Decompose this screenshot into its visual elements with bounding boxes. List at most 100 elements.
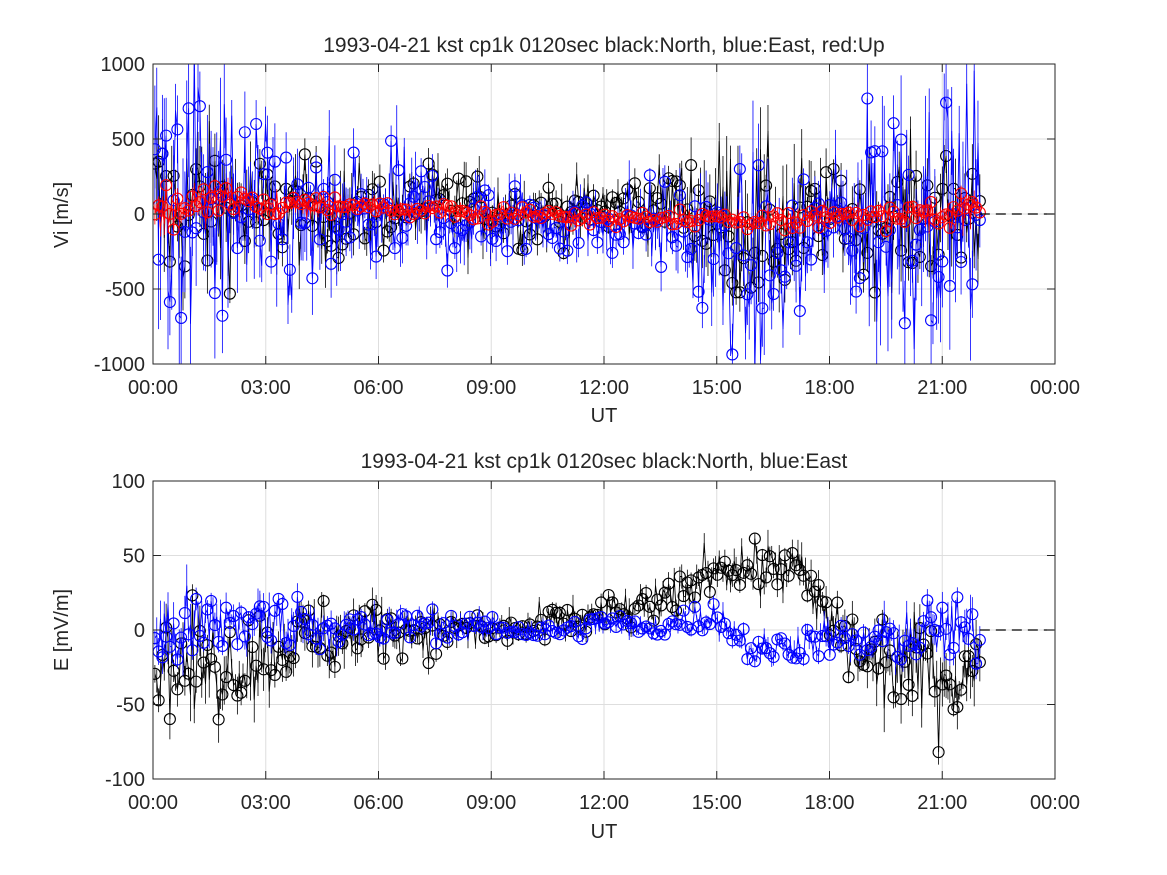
- velocity-data-point: [951, 204, 964, 217]
- efield-data-point: [951, 591, 964, 604]
- efield-data-point: [651, 593, 664, 606]
- efield-data-point: [658, 628, 671, 641]
- efield-data-point: [801, 589, 814, 602]
- velocity-y-tick-label: 1000: [101, 54, 146, 76]
- velocity-data-point: [520, 206, 533, 219]
- velocity-data-point: [171, 192, 184, 205]
- efield-data: [153, 529, 986, 765]
- efield-data-point: [872, 662, 885, 675]
- velocity-data-point: [460, 206, 473, 219]
- velocity-y-tick-label: -500: [105, 279, 145, 301]
- velocity-data-point: [737, 211, 750, 224]
- velocity-data-point: [876, 210, 889, 223]
- velocity-data-point: [681, 250, 694, 264]
- efield-data-point: [651, 628, 664, 641]
- efield-data-point: [857, 626, 870, 639]
- velocity-data-point: [561, 244, 574, 257]
- efield-data-point: [876, 613, 889, 626]
- velocity-x-tick-label: 00:00: [1030, 377, 1080, 399]
- efield-data-point: [730, 563, 743, 577]
- velocity-x-tick-label: 00:00: [128, 377, 178, 399]
- efield-data-point: [193, 629, 206, 642]
- velocity-data-point: [220, 153, 233, 166]
- velocity-data-point: [827, 163, 840, 176]
- velocity-data-point: [482, 218, 495, 231]
- velocity-data-point: [670, 239, 683, 252]
- efield-data-point: [707, 562, 720, 575]
- efield-data-point: [415, 620, 428, 633]
- efield-data-point: [883, 644, 896, 657]
- velocity-data-point: [407, 190, 420, 203]
- velocity-data-point: [175, 311, 188, 325]
- efield-data-point: [666, 600, 679, 614]
- velocity-data-point: [861, 92, 874, 105]
- velocity-data-point: [636, 206, 649, 219]
- velocity-data-point: [868, 145, 881, 158]
- velocity-data-point: [902, 168, 915, 181]
- velocity-data-point: [666, 174, 679, 187]
- velocity-data-point: [906, 200, 919, 213]
- efield-data-point: [535, 621, 548, 634]
- efield-data-point: [737, 623, 750, 636]
- efield-data-point: [467, 619, 480, 633]
- velocity-data-point: [730, 286, 743, 299]
- velocity-data-point: [891, 212, 904, 225]
- efield-data-point: [670, 604, 683, 617]
- efield-data-point: [752, 635, 765, 648]
- velocity-data-point: [936, 255, 949, 268]
- efield-data-point: [332, 635, 345, 648]
- efield-data-point: [973, 633, 986, 647]
- velocity-data-point: [583, 218, 596, 231]
- velocity-data-point: [235, 186, 248, 199]
- velocity-data-point: [921, 204, 934, 217]
- efield-data-point: [895, 693, 908, 706]
- velocity-y-tick-label: 0: [134, 204, 145, 226]
- efield-x-tick-label: 06:00: [353, 792, 403, 814]
- velocity-data-point: [178, 225, 191, 238]
- efield-data-point: [205, 594, 218, 607]
- efield-data-point: [437, 617, 450, 630]
- efield-data-point: [842, 671, 855, 684]
- velocity-data-point: [190, 200, 203, 213]
- velocity-data-point: [943, 221, 956, 234]
- velocity-y-axis-label: Vi [m/s]: [51, 182, 73, 248]
- velocity-data-point: [752, 159, 765, 172]
- efield-data-point: [966, 664, 979, 678]
- efield-data-point: [760, 571, 773, 584]
- velocity-data-point: [756, 302, 769, 315]
- efield-data-point: [448, 620, 461, 633]
- velocity-data-point: [250, 117, 263, 131]
- efield-x-axis-label: UT: [591, 821, 618, 843]
- velocity-data-point: [891, 198, 904, 212]
- efield-y-tick-label: 0: [134, 620, 145, 642]
- efield-data-point: [925, 611, 938, 624]
- velocity-data-point: [486, 215, 499, 228]
- efield-data-point: [238, 630, 251, 643]
- velocity-data-point: [640, 228, 653, 241]
- efield-data-point: [970, 657, 983, 670]
- velocity-data-point: [182, 102, 195, 115]
- efield-data-point: [767, 562, 780, 575]
- efield-data-point: [583, 613, 596, 626]
- velocity-data-point: [302, 181, 315, 194]
- efield-data-point: [812, 578, 825, 592]
- velocity-data-point: [216, 190, 229, 203]
- efield-data-point: [216, 639, 229, 653]
- velocity-data-point: [853, 220, 866, 233]
- velocity-data-point: [280, 151, 293, 164]
- velocity-x-tick-label: 09:00: [466, 377, 516, 399]
- efield-data-point: [546, 603, 559, 616]
- velocity-data-point: [422, 157, 435, 170]
- velocity-data-point: [276, 233, 289, 246]
- velocity-data-point: [925, 196, 938, 209]
- efield-data-point: [190, 592, 203, 606]
- velocity-data-point: [662, 209, 675, 223]
- efield-data-point: [426, 603, 439, 616]
- efield-data-point: [220, 601, 233, 614]
- velocity-ticks: 00:00 03:00 06:00 09:00 12:00 15:00 18:00 21:00…: [94, 54, 1080, 399]
- efield-data-point: [313, 643, 326, 656]
- efield-data-point: [797, 652, 810, 665]
- velocity-data-point: [973, 206, 986, 219]
- velocity-data-point: [287, 191, 300, 204]
- velocity-data-point: [763, 218, 776, 231]
